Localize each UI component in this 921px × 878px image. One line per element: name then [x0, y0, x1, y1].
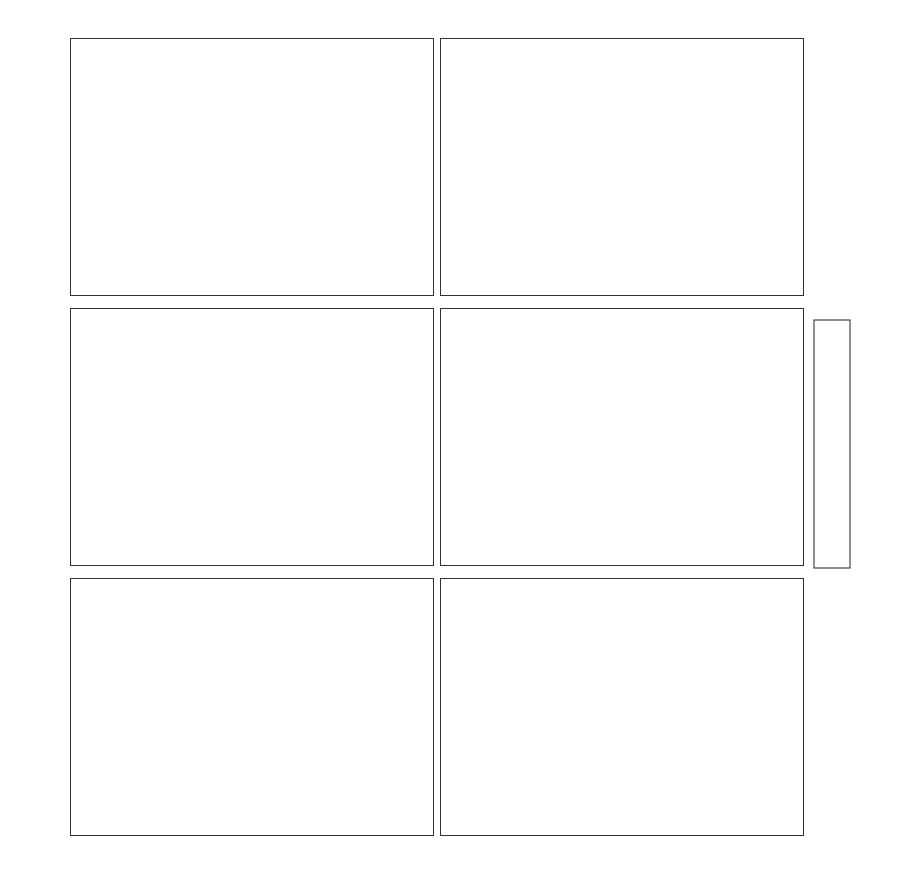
map-panel-a — [70, 38, 434, 296]
map-panel-e — [70, 578, 434, 836]
map-panel-f — [440, 578, 804, 836]
colorbar — [813, 319, 851, 569]
map-panel-c — [70, 308, 434, 566]
map-panel-d — [440, 308, 804, 566]
map-panel-b — [440, 38, 804, 296]
